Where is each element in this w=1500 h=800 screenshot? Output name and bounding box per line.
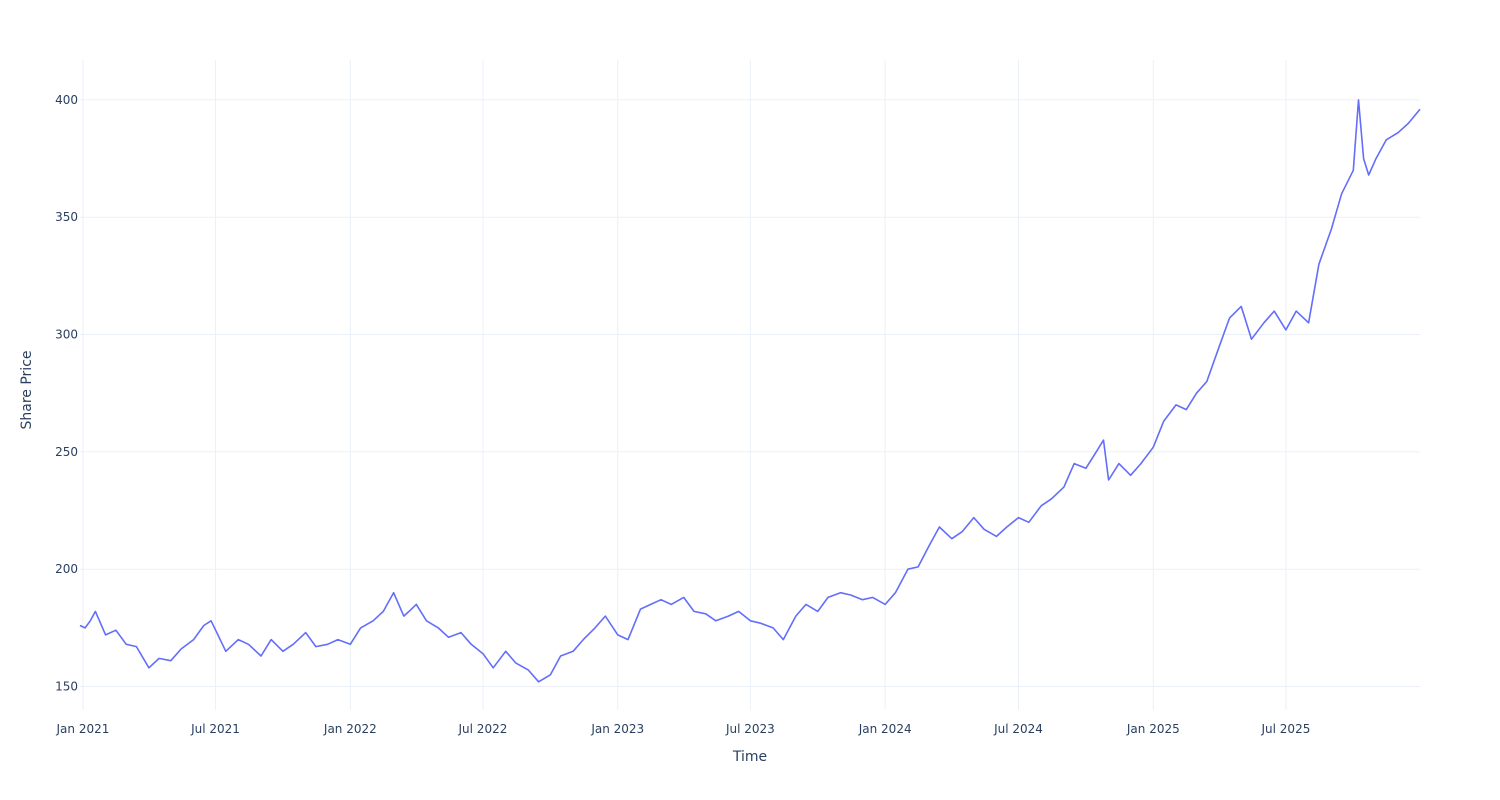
x-tick-label: Jul 2025 (1261, 722, 1311, 736)
x-tick-label: Jul 2024 (993, 722, 1043, 736)
grid (80, 60, 1420, 710)
share-price-line (79, 99, 1421, 683)
y-tick-label: 200 (55, 562, 78, 576)
y-tick-label: 300 (55, 328, 78, 342)
y-axis-title: Share Price (19, 350, 35, 429)
x-axis-title: Time (732, 749, 767, 765)
y-tick-label: 350 (55, 210, 78, 224)
x-tick-label: Jul 2022 (458, 722, 508, 736)
y-tick-label: 250 (55, 445, 78, 459)
x-tick-label: Jan 2021 (56, 722, 110, 736)
plot-area (79, 99, 1421, 683)
x-tick-label: Jan 2022 (323, 722, 377, 736)
tick-labels: Jan 2021 Jul 2021 Jan 2022 Jul 2022 Jan 2023… (55, 93, 1310, 736)
x-tick-label: Jan 2023 (590, 722, 644, 736)
x-tick-label: Jul 2023 (725, 722, 775, 736)
x-tick-label: Jan 2025 (1126, 722, 1180, 736)
y-tick-label: 150 (55, 680, 78, 694)
x-tick-label: Jan 2024 (858, 722, 912, 736)
y-tick-label: 400 (55, 93, 78, 107)
x-tick-label: Jul 2021 (190, 722, 240, 736)
